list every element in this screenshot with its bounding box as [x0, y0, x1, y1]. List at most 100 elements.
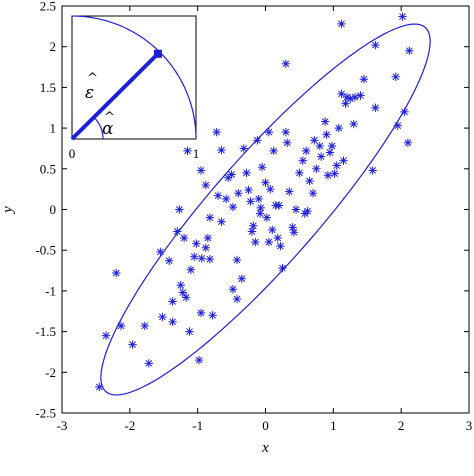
data-point [232, 255, 242, 265]
y-tick-label: -1 [45, 283, 56, 298]
data-point [350, 92, 360, 102]
data-point [356, 91, 365, 100]
data-point [327, 141, 337, 151]
data-point [197, 254, 206, 263]
data-point [156, 247, 165, 257]
data-point [257, 162, 267, 172]
y-axis-label: y [0, 206, 16, 215]
data-point [285, 187, 294, 196]
scatter-points [95, 12, 414, 392]
data-point [254, 194, 263, 204]
data-point [101, 331, 111, 340]
data-point [140, 321, 149, 331]
data-point [228, 202, 238, 212]
data-point [325, 148, 335, 157]
inset-plot: 0 1 ε ^ α ^ [69, 15, 200, 161]
data-point [289, 228, 299, 237]
data-point [194, 355, 204, 365]
data-point [221, 194, 231, 204]
y-tick-label: 2 [50, 39, 57, 54]
alpha-hat-label: α ^ [102, 110, 115, 139]
data-point [178, 288, 187, 297]
y-tick-label: 0 [50, 202, 57, 217]
x-tick-label: 0 [262, 418, 269, 433]
data-point [349, 119, 358, 129]
alpha-symbol: α [102, 119, 114, 139]
data-point [217, 145, 226, 155]
data-point [269, 146, 278, 156]
data-point [205, 254, 215, 264]
inset-x-tick-label: 1 [193, 146, 200, 161]
data-point [192, 239, 201, 248]
data-point [253, 136, 262, 145]
data-point [403, 138, 413, 147]
data-point [181, 293, 191, 302]
data-point [330, 169, 339, 178]
alpha-hat-accent: ^ [104, 110, 115, 125]
data-point [244, 185, 253, 195]
data-point [400, 107, 409, 117]
data-point [305, 176, 314, 186]
data-point [405, 46, 414, 55]
inset-x-tick-label: 0 [69, 146, 76, 161]
data-point [323, 171, 333, 180]
data-point [242, 168, 251, 178]
y-tick-label: -1.5 [35, 324, 56, 339]
x-tick-label: 3 [466, 418, 473, 433]
y-tick-label: 1.5 [40, 80, 56, 95]
data-point [308, 189, 318, 198]
data-point [339, 156, 348, 165]
data-point [273, 233, 282, 243]
data-point [281, 59, 291, 68]
data-point [322, 130, 331, 139]
data-point [264, 127, 274, 137]
epsilon-symbol: ε [85, 83, 94, 103]
data-point [228, 285, 238, 294]
data-point [176, 281, 185, 290]
data-point [256, 203, 265, 213]
confidence-ellipse [100, 23, 431, 396]
epsilon-hat-accent: ^ [87, 71, 98, 86]
data-point [213, 191, 223, 200]
y-tick-label: 1 [50, 121, 57, 136]
data-point [239, 144, 248, 153]
data-point [303, 206, 312, 216]
data-point [173, 227, 182, 236]
x-tick-label: 1 [330, 418, 337, 433]
data-point [234, 189, 243, 198]
data-point [246, 197, 255, 206]
data-point [315, 141, 324, 151]
y-tick-label: -0.5 [35, 243, 56, 258]
data-point [266, 184, 275, 194]
data-point [255, 209, 265, 218]
data-point [371, 40, 380, 50]
y-tick-label: 0.5 [40, 161, 56, 176]
data-point [359, 75, 369, 84]
data-point [232, 294, 242, 304]
y-tick-label: -2.5 [35, 406, 56, 421]
data-point [298, 156, 308, 165]
data-point [262, 213, 272, 222]
data-point [334, 123, 343, 133]
data-point [217, 217, 226, 226]
data-point [302, 146, 311, 156]
data-point [371, 103, 380, 112]
data-point [271, 201, 280, 210]
data-point [281, 127, 291, 137]
data-point [337, 19, 346, 29]
data-point [251, 237, 260, 247]
data-point [203, 233, 213, 243]
data-point [393, 121, 402, 130]
data-point [368, 166, 377, 175]
data-point [288, 223, 297, 232]
data-point [316, 152, 326, 161]
main-plot: -3 -2 -1 0 1 2 3 -2.5-2-1.5-1-0.500.511.522.5 … [0, 0, 472, 456]
data-point [116, 321, 126, 331]
data-point [112, 268, 121, 278]
data-point [212, 127, 221, 137]
data-point [227, 170, 236, 179]
x-tick-label: 2 [398, 418, 405, 433]
direction-vector [70, 52, 160, 141]
data-point [332, 161, 341, 170]
data-point [295, 168, 304, 178]
